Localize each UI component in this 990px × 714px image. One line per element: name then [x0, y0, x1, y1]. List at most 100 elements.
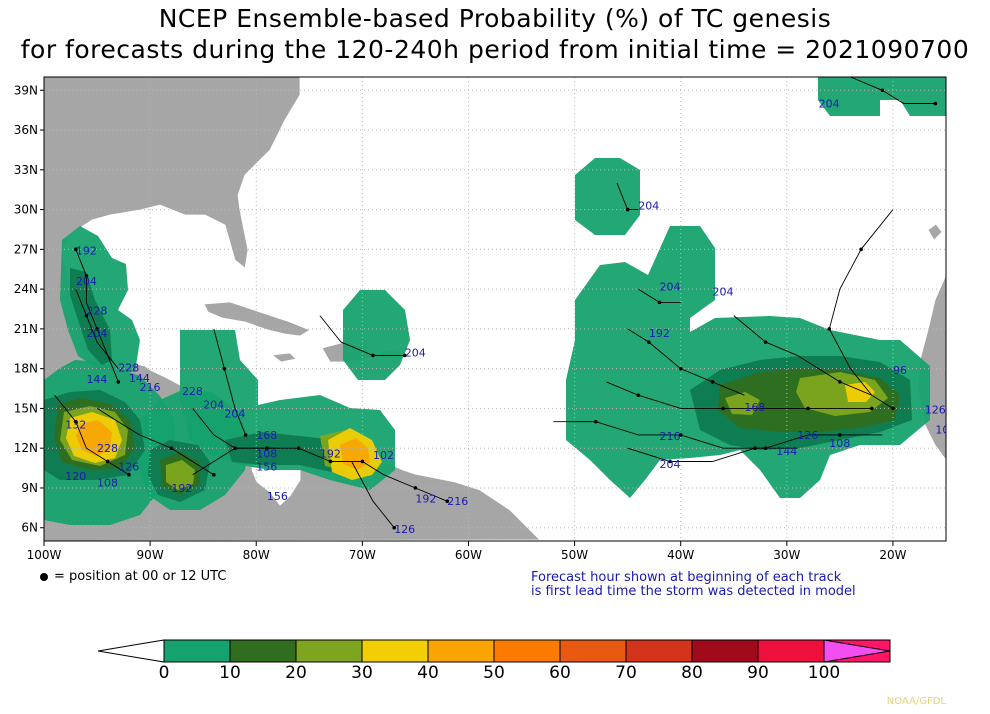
colorbar-tick-label: 80	[681, 663, 703, 683]
storm-position-dot	[869, 406, 874, 411]
storm-position-dot	[211, 472, 216, 477]
lat-tick-label: 9N	[21, 481, 38, 495]
forecast-hour-label: 156	[256, 461, 277, 474]
colorbar-tick-label: 70	[615, 663, 637, 683]
colorbar-tick-label: 60	[549, 663, 571, 683]
forecast-hour-label: 102	[373, 449, 394, 462]
lat-tick-label: 21N	[14, 322, 38, 336]
forecast-note-line-2: is first lead time the storm was detecte…	[531, 584, 856, 599]
prob-area-50-60-gulf-honduras	[76, 420, 112, 456]
forecast-hour-label: 204	[819, 97, 840, 110]
forecast-note-line-1: Forecast hour shown at beginning of each…	[531, 570, 842, 585]
storm-position-dot	[360, 459, 365, 464]
colorbar-segment	[493, 639, 561, 663]
lon-tick-label: 60W	[455, 548, 482, 562]
storm-track	[75, 249, 119, 383]
canary-islands	[927, 223, 943, 241]
lon-tick-label: 50W	[561, 548, 588, 562]
storm-position-dot	[891, 406, 895, 411]
storm-position-dot	[827, 327, 832, 331]
storm-position-dot	[594, 419, 598, 424]
colorbar-tick-label: 90	[747, 663, 769, 683]
storm-tracks	[54, 77, 936, 528]
forecast-hour-label: 126	[925, 404, 946, 417]
prob-area-30-40-honduras	[166, 460, 195, 490]
storm-position-dot	[753, 446, 757, 451]
storm-position-dot	[721, 406, 725, 411]
map-axes: 100W 90W 80W 70W 60W 50W 40W 30W 20W 39N 36N 33N 30N…	[14, 83, 907, 562]
lat-tick-label: 33N	[14, 163, 38, 177]
forecast-hour-label: 204	[224, 408, 245, 421]
storm-position-dot	[678, 366, 683, 371]
lat-tick-label: 36N	[14, 123, 38, 137]
forecast-hour-label: 144	[86, 373, 107, 386]
colorbar-tick-label: 0	[159, 663, 170, 683]
storm-position-dot	[880, 88, 885, 93]
storm-position-dot	[806, 406, 810, 411]
forecast-hour-label: 204	[76, 275, 97, 288]
forecast-hour-label: 192	[171, 482, 192, 495]
storm-position-dot	[763, 340, 768, 344]
colorbar-tick-label: 10	[219, 663, 241, 683]
storm-track	[362, 461, 448, 502]
forecast-hour-label: 204	[638, 200, 659, 213]
forecast-hour-label: 144	[129, 372, 150, 385]
forecast-hour-label: 144	[776, 445, 797, 458]
storm-track	[351, 461, 395, 528]
forecast-hour-label: 216	[140, 381, 161, 394]
storm-position-dot	[371, 353, 375, 358]
forecast-hour-label: 120	[65, 470, 86, 483]
storm-position-dot	[933, 101, 938, 106]
colorbar-high-arrow	[823, 639, 891, 663]
graticule	[44, 77, 946, 541]
lat-tick-label: 18N	[14, 362, 38, 376]
jamaica-island	[270, 352, 297, 363]
forecast-hour-label: 96	[978, 432, 990, 445]
storm-position-dot	[233, 446, 237, 451]
forecast-hour-label: 132	[65, 418, 86, 431]
probability-areas	[44, 77, 946, 525]
storm-position-dot	[84, 313, 89, 318]
forecast-hour-label: 228	[118, 361, 139, 374]
colorbar-segment	[427, 639, 495, 663]
storm-position-dot	[859, 247, 863, 252]
storm-position-dot	[763, 446, 768, 451]
prob-area-hispaniola-north	[343, 290, 410, 380]
storm-position-dot	[265, 446, 269, 451]
colorbar-segment	[295, 639, 363, 663]
colorbar-segment	[625, 639, 693, 663]
storm-position-dot	[710, 380, 715, 384]
cuba-island	[203, 301, 311, 337]
storm-track	[75, 288, 119, 369]
storm-position-dot	[668, 459, 672, 464]
forecast-hour-label: 204	[659, 458, 680, 471]
colorbar-segment	[559, 639, 627, 663]
storm-track	[850, 77, 936, 104]
colorbar-segment	[361, 639, 429, 663]
storm-position-dot	[222, 366, 227, 371]
forecast-hour-label: 102	[935, 424, 956, 437]
lat-tick-label: 15N	[14, 401, 38, 415]
storm-track	[54, 394, 130, 476]
colorbar-segment	[229, 639, 297, 663]
forecast-hour-label: 192	[76, 245, 97, 258]
forecast-hour-label: 216	[447, 495, 468, 508]
storm-position-dot	[657, 300, 662, 305]
lat-tick-label: 24N	[14, 282, 38, 296]
forecast-hour-label: 108	[97, 477, 118, 490]
lat-tick-label: 12N	[14, 441, 38, 455]
lon-tick-label: 90W	[137, 548, 164, 562]
forecast-hour-label: 108	[829, 437, 850, 450]
lon-tick-label: 100W	[27, 548, 62, 562]
storm-track	[733, 315, 872, 396]
forecast-hour-label: 192	[320, 447, 341, 460]
storm-position-dot	[445, 499, 450, 504]
storm-track	[606, 381, 872, 409]
storm-position-dot	[328, 459, 333, 464]
forecast-hour-label: 168	[744, 401, 765, 414]
lon-tick-label: 20W	[879, 548, 906, 562]
colorbar-tick-label: 50	[483, 663, 505, 683]
position-legend-text: = position at 00 or 12 UTC	[54, 569, 227, 584]
